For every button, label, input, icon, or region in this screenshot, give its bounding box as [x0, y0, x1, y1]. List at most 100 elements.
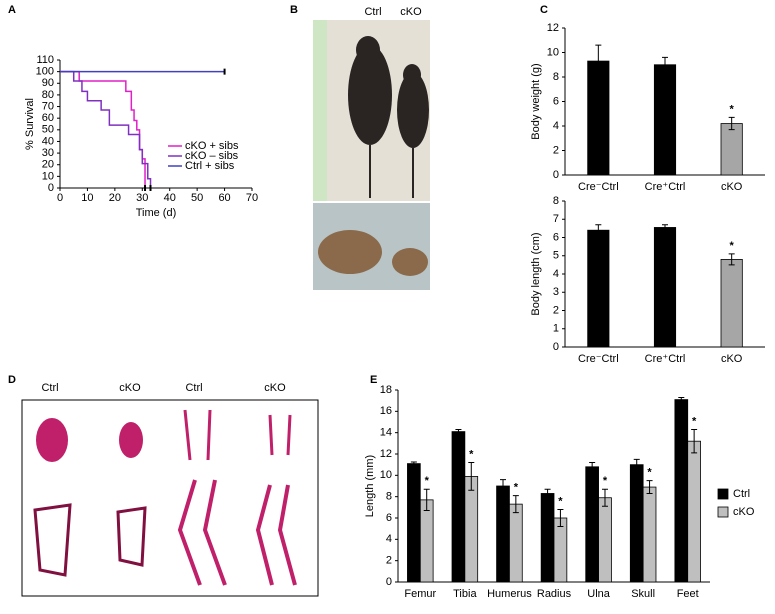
y-tick-label: 16	[380, 405, 392, 417]
panel-letter: C	[540, 4, 548, 16]
y-axis-title: Body weight (g)	[530, 63, 542, 139]
error-bar	[500, 479, 507, 493]
survival-line	[60, 70, 146, 188]
significance-mark: *	[692, 415, 697, 427]
y-tick-label: 0	[386, 576, 392, 588]
x-tick-label: 50	[191, 192, 203, 204]
panel-letter: E	[370, 374, 377, 386]
legend-label: cKO – sibs	[185, 150, 239, 162]
error-bar	[512, 495, 519, 514]
y-axis-title: Length (mm)	[364, 455, 376, 517]
bar	[598, 497, 612, 583]
photo-label: cKO	[119, 382, 141, 394]
y-tick-label: 8	[553, 195, 559, 207]
bar	[629, 464, 644, 583]
error-bar	[410, 461, 417, 466]
survival-line	[60, 70, 152, 188]
error-bar	[646, 480, 653, 494]
error-bar	[662, 224, 668, 231]
x-tick-label: 30	[136, 192, 148, 204]
y-tick-label: 5	[553, 250, 559, 262]
bar	[464, 475, 479, 583]
y-tick-label: 20	[42, 159, 54, 171]
y-tick-label: 18	[380, 384, 392, 396]
y-tick-label: 110	[36, 54, 54, 66]
significance-mark: *	[603, 475, 608, 487]
significance-mark: *	[647, 467, 652, 479]
error-bar	[678, 396, 685, 403]
significance-mark: *	[730, 240, 735, 252]
x-tick-label: Tibia	[453, 588, 477, 600]
y-tick-label: 2	[386, 555, 392, 567]
x-tick-label: 0	[57, 192, 63, 204]
legend-swatch	[717, 506, 729, 518]
y-tick-label: 40	[42, 135, 54, 147]
x-tick-label: 10	[81, 192, 93, 204]
x-tick-label: cKO	[721, 181, 743, 193]
x-tick-label: 60	[218, 192, 230, 204]
photo-b-bottom	[313, 203, 430, 290]
y-tick-label: 0	[48, 182, 54, 194]
error-bar	[691, 428, 698, 454]
y-tick-label: 7	[553, 213, 559, 225]
bar	[720, 258, 743, 348]
significance-mark: *	[425, 475, 430, 487]
y-tick-label: 4	[386, 533, 392, 545]
panel-letter: B	[290, 4, 298, 16]
error-bar	[662, 56, 668, 73]
legend-label: cKO + sibs	[185, 140, 239, 152]
y-tick-label: 6	[553, 95, 559, 107]
photo-b-top	[313, 20, 430, 201]
error-bar	[633, 458, 640, 471]
legend-label: Ctrl	[733, 488, 750, 500]
bar	[587, 229, 610, 348]
photo-label: Ctrl	[364, 6, 381, 18]
bar	[653, 227, 677, 348]
x-tick-label: Femur	[404, 588, 436, 600]
y-tick-label: 3	[553, 286, 559, 298]
y-tick-label: 0	[553, 341, 559, 353]
y-tick-label: 60	[42, 112, 54, 124]
error-bar	[601, 488, 608, 507]
y-tick-label: 6	[386, 512, 392, 524]
significance-mark: *	[558, 495, 563, 507]
x-tick-label: Feet	[677, 588, 699, 600]
bar	[587, 60, 610, 176]
error-bar	[589, 462, 596, 472]
y-tick-label: 12	[380, 448, 392, 460]
error-bar	[557, 508, 564, 528]
x-tick-label: Cre⁺Ctrl	[645, 181, 686, 193]
x-tick-label: Cre⁻Ctrl	[578, 353, 619, 365]
y-tick-label: 0	[553, 169, 559, 181]
y-tick-label: 1	[553, 323, 559, 335]
bar	[451, 431, 466, 583]
error-bar	[595, 44, 602, 78]
error-bar	[468, 462, 475, 491]
y-tick-label: 10	[42, 170, 54, 182]
error-bar	[728, 253, 735, 266]
bar	[720, 123, 743, 176]
y-tick-label: 6	[553, 231, 559, 243]
y-tick-label: 14	[380, 427, 392, 439]
bar	[496, 485, 510, 583]
y-tick-label: 100	[36, 66, 54, 78]
bar	[553, 517, 568, 583]
x-tick-label: Humerus	[487, 588, 532, 600]
photo-label: cKO	[400, 6, 422, 18]
x-tick-label: Radius	[537, 588, 572, 600]
x-tick-label: cKO	[721, 353, 743, 365]
photo-label: cKO	[264, 382, 286, 394]
y-tick-label: 8	[553, 71, 559, 83]
bar	[419, 499, 434, 583]
bar	[407, 463, 421, 583]
y-tick-label: 10	[380, 469, 392, 481]
error-bar	[544, 488, 551, 499]
x-tick-label: Ulna	[587, 588, 611, 600]
x-axis-title: Time (d)	[136, 207, 177, 219]
legend-label: cKO	[733, 506, 755, 518]
bar	[674, 399, 689, 583]
significance-mark: *	[469, 448, 474, 460]
bar	[509, 503, 523, 583]
y-axis-title: % Survival	[24, 98, 36, 150]
x-tick-label: Cre⁻Ctrl	[578, 181, 619, 193]
